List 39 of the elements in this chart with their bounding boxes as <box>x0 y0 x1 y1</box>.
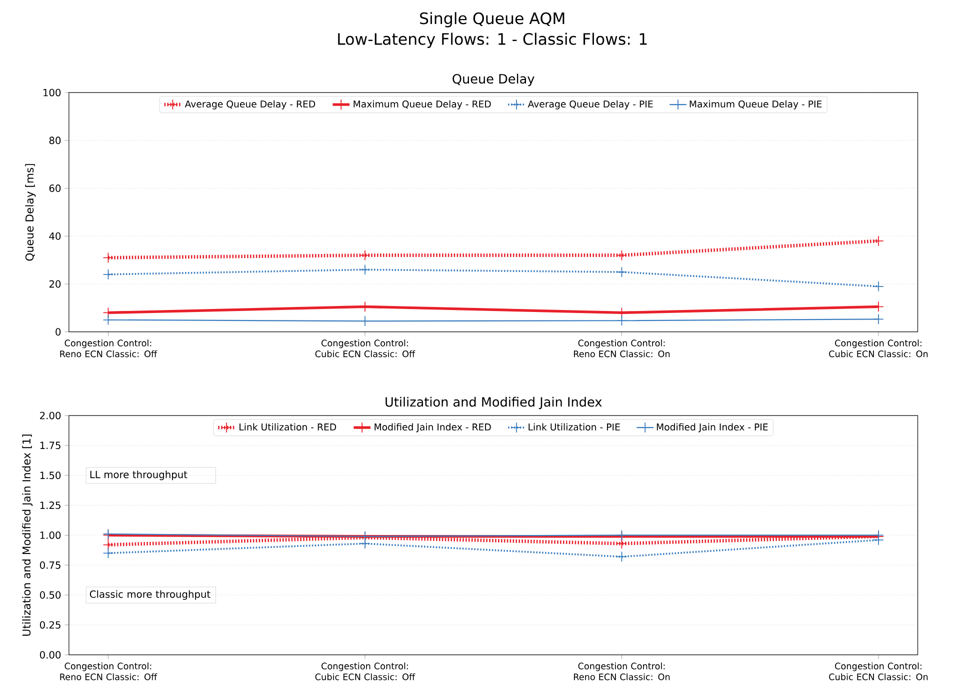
text: Single Queue AQM <box>420 12 564 28</box>
annotation: Classic more throughput <box>90 590 210 600</box>
y-tick-label: 0.00 <box>40 651 61 658</box>
x-tick-label: Congestion Control: Cubic ECN Classic: On <box>829 339 928 358</box>
y-tick-label: 1.25 <box>40 501 60 509</box>
y-tick-label: 1.50 <box>40 472 61 480</box>
y-tick-label: 1.75 <box>40 442 60 450</box>
x-tick-label: Congestion Control: Reno ECN Classic: On <box>574 662 670 680</box>
y-tick-label: 80 <box>49 136 61 144</box>
legend-label: Maximum Queue Delay - PIE <box>690 100 822 110</box>
x-tick-label: Congestion Control: Reno ECN Classic: Off <box>60 662 158 680</box>
y-tick-label: 20 <box>49 280 61 288</box>
y-axis-title: Utilization and Modified Jain Index [1] <box>22 434 33 636</box>
legend-label: Modified Jain Index - RED <box>374 423 491 432</box>
y-tick-label: 60 <box>49 184 61 192</box>
y-tick-label: 40 <box>49 232 61 240</box>
legend-label: Link Utilization - PIE <box>528 423 620 430</box>
x-tick-label: Congestion Control: Reno ECN Classic: Off <box>60 339 158 358</box>
x-tick-label: Congestion Control: Reno ECN Classic: On <box>574 339 670 358</box>
y-tick-label: 0.75 <box>40 561 60 569</box>
annotation: LL more throughput <box>90 470 188 480</box>
x-tick-label: Congestion Control: Cubic ECN Classic: On <box>829 662 928 680</box>
x-tick-label: Congestion Control: Cubic ECN Classic: Off <box>315 339 416 358</box>
text: Low-Latency Flows: 1 - Classic Flows: 1 <box>338 32 647 48</box>
y-tick-label: 0 <box>56 328 61 336</box>
legend-label: Maximum Queue Delay - RED <box>354 100 491 110</box>
y-tick-label: 100 <box>44 88 61 96</box>
legend-label: Modified Jain Index - PIE <box>656 423 768 432</box>
chart-title: Queue Delay <box>452 74 534 86</box>
legend-label: Link Utilization - RED <box>240 423 336 430</box>
y-axis-title: Queue Delay [ms] <box>25 164 36 261</box>
chart-title: Utilization and Modified Jain Index <box>386 396 602 410</box>
y-tick-label: 0.25 <box>40 621 60 629</box>
y-tick-label: 1.00 <box>40 531 61 539</box>
legend-label: Average Queue Delay - RED <box>184 100 316 110</box>
y-tick-label: 0.50 <box>40 591 61 599</box>
legend-label: Average Queue Delay - PIE <box>528 100 653 110</box>
y-tick-label: 2.00 <box>40 412 61 420</box>
x-tick-label: Congestion Control: Cubic ECN Classic: Off <box>315 662 416 680</box>
